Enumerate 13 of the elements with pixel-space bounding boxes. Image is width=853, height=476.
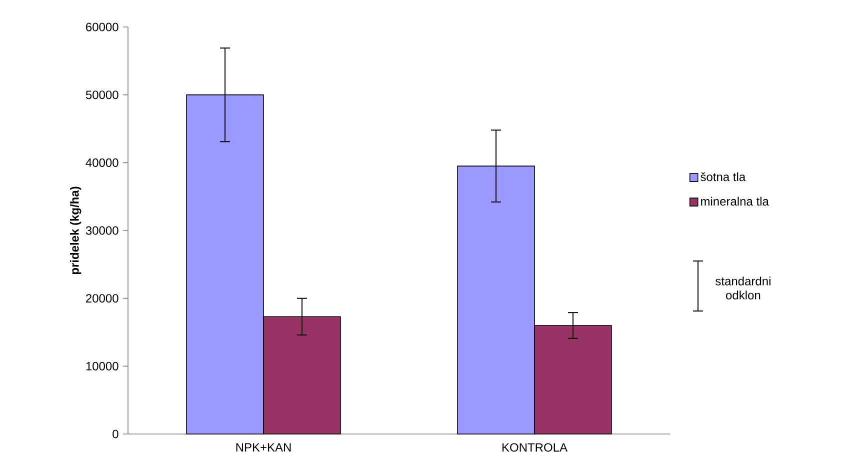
y-tick-label: 10000 xyxy=(86,362,118,370)
legend-label: mineralna tla xyxy=(701,196,769,206)
y-tick-label: 50000 xyxy=(86,90,118,100)
legend-label: šotna tla xyxy=(700,172,746,182)
y-tick-label: 30000 xyxy=(86,226,118,235)
x-tick-label: KONTROLA xyxy=(502,443,568,452)
x-tick-label: NPK+KAN xyxy=(236,443,291,452)
text: standardni odklon xyxy=(716,276,770,300)
y-tick-label: 60000 xyxy=(86,22,118,32)
y-tick-label: 40000 xyxy=(86,158,118,167)
y-tick-label: 20000 xyxy=(86,294,118,303)
y-tick-label: 0 xyxy=(112,430,118,438)
y-axis-title: pridelek (kg/ha) xyxy=(70,186,82,274)
